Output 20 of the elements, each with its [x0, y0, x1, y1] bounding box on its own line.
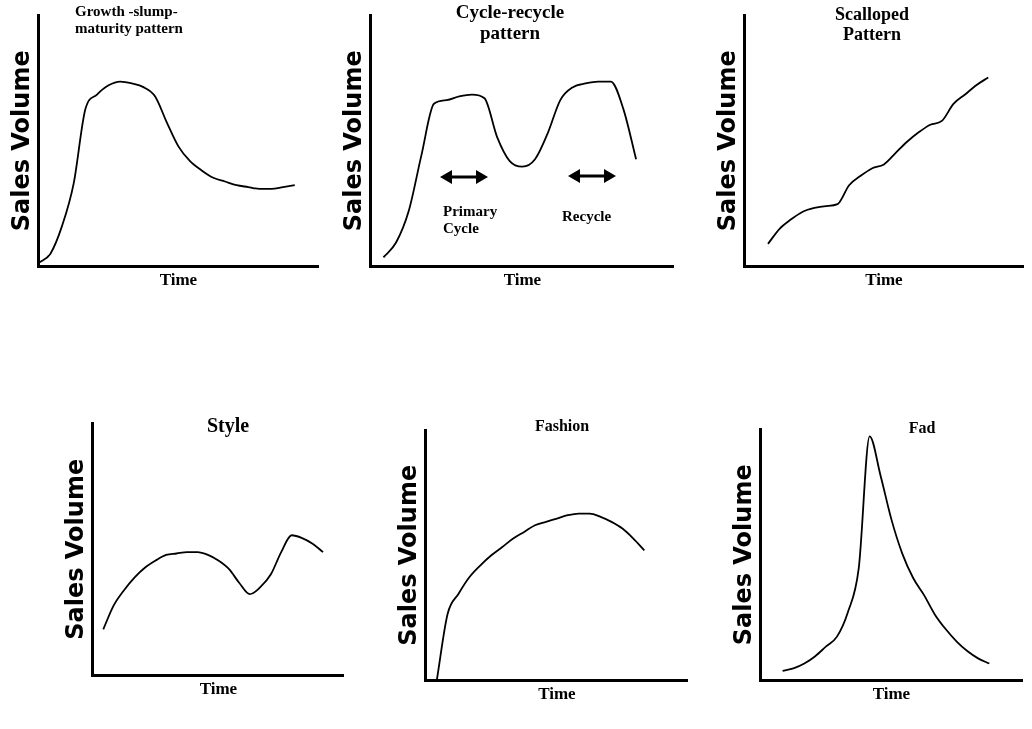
chart-title: Growth -slump-maturity pattern [75, 3, 184, 36]
x-axis-title: Time [503, 270, 542, 290]
y-axis-title: Sales Volume [60, 458, 89, 640]
x-axis-title: Time [159, 270, 198, 290]
x-axis-title: Time [538, 684, 577, 704]
x-axis-title: Time [199, 679, 238, 699]
y-axis-title: Sales Volume [728, 464, 757, 646]
annotation: Primary Cycle [443, 203, 499, 236]
chart-title: Fashion [533, 417, 591, 435]
x-axis-title: Time [865, 270, 904, 290]
y-axis-title: Sales Volume [6, 50, 35, 232]
y-axis-title: Sales Volume [338, 50, 367, 232]
chart-title: Scalloped Pattern [834, 4, 910, 45]
y-axis-title: Sales Volume [393, 464, 422, 646]
x-axis-title: Time [872, 684, 911, 704]
annotation: Recycle [562, 208, 613, 225]
chart-title: Cycle-recycle pattern [454, 1, 566, 44]
y-axis-title: Sales Volume [712, 50, 741, 232]
chart-title: Fad [907, 419, 937, 437]
chart-title: Style [205, 414, 251, 436]
